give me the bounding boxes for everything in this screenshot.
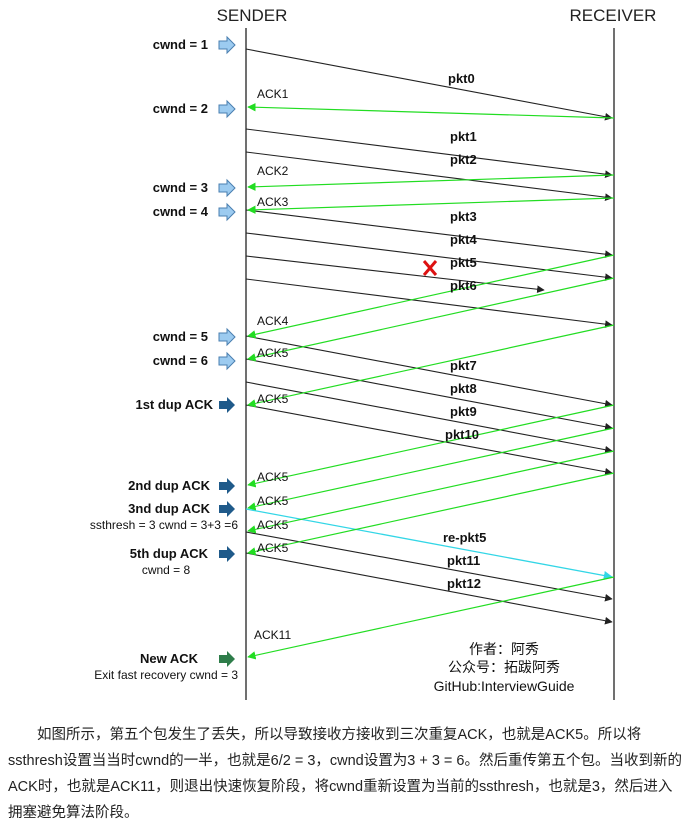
new-ack-label: New ACK <box>140 651 235 667</box>
cwnd-labels: cwnd = 1 cwnd = 2 cwnd = 3 cwnd = 4 cwnd… <box>128 35 236 667</box>
dup-ack-5-label: 5th dup ACK <box>130 546 235 562</box>
author-credit: 作者：阿秀 <box>469 641 539 657</box>
github-credit: GitHub:InterviewGuide <box>434 678 575 694</box>
pkt10-line <box>245 404 613 476</box>
block-arrow-icon <box>218 35 236 55</box>
ack5-e-line <box>247 450 615 534</box>
pkt2-line <box>245 151 613 201</box>
block-arrow-icon <box>219 651 235 667</box>
block-arrow-icon <box>218 327 236 347</box>
cwnd-2-label: cwnd = 2 <box>153 99 236 119</box>
ack5-b-label: ACK5 <box>257 392 289 406</box>
sender-header: SENDER <box>217 6 288 25</box>
ssthresh-note: ssthresh = 3 cwnd = 3+3 =6 <box>90 518 238 532</box>
dup-ack-3-label: 3nd dup ACK <box>128 501 235 517</box>
wechat-credit: 公众号：拓跋阿秀 <box>448 659 560 675</box>
ack5-c-label: ACK5 <box>257 470 289 484</box>
ack-labels: ACK1 ACK2 ACK3 ACK4 ACK5 ACK5 ACK5 ACK5 … <box>254 87 291 642</box>
explanation-caption: 如图所示，第五个包发生了丢失，所以导致接收方接收到三次重复ACK，也就是ACK5… <box>8 727 682 821</box>
ack5-c-line <box>247 404 615 488</box>
ack11-label: ACK11 <box>254 628 291 642</box>
dup-ack-2-label: 2nd dup ACK <box>128 478 235 494</box>
svg-text:3nd dup ACK: 3nd dup ACK <box>128 501 210 516</box>
ack5-d-line <box>247 427 615 511</box>
packet-lines <box>245 48 613 625</box>
ack1-line <box>247 103 615 119</box>
re-pkt5-label: re-pkt5 <box>443 530 486 545</box>
ack4-label: ACK4 <box>257 314 289 328</box>
pkt8-label: pkt8 <box>450 381 477 396</box>
cwnd-4-label: cwnd = 4 <box>153 202 236 222</box>
svg-text:cwnd = 4: cwnd = 4 <box>153 204 209 219</box>
ack3-line <box>247 197 615 214</box>
pkt3-label: pkt3 <box>450 209 477 224</box>
pkt10-label: pkt10 <box>445 427 479 442</box>
pkt8-line <box>245 358 613 431</box>
ack5-f-line <box>247 472 615 556</box>
pkt7-label: pkt7 <box>450 358 477 373</box>
exit-fast-recovery-note: Exit fast recovery cwnd = 3 <box>94 668 238 682</box>
ack5-a-label: ACK5 <box>257 346 289 360</box>
pkt1-line <box>245 128 613 178</box>
ack5-d-label: ACK5 <box>257 494 289 508</box>
block-arrow-icon <box>219 546 235 562</box>
svg-text:5th dup ACK: 5th dup ACK <box>130 546 209 561</box>
block-arrow-icon <box>219 478 235 494</box>
pkt12-line <box>245 552 613 625</box>
ack2-line <box>247 174 615 191</box>
receiver-header: RECEIVER <box>570 6 657 25</box>
lost-packet-x-icon <box>422 260 438 276</box>
svg-text:cwnd = 3: cwnd = 3 <box>153 180 208 195</box>
ack11-line <box>247 576 615 660</box>
svg-text:cwnd = 2: cwnd = 2 <box>153 101 208 116</box>
block-arrow-icon <box>218 178 236 198</box>
svg-text:2nd dup ACK: 2nd dup ACK <box>128 478 210 493</box>
pkt7-line <box>245 335 613 408</box>
block-arrow-icon <box>219 397 235 413</box>
block-arrow-icon <box>218 99 236 119</box>
pkt6-line <box>245 278 613 328</box>
ack5-b-line <box>247 324 615 408</box>
pkt0-label: pkt0 <box>448 71 475 86</box>
ack5-e-label: ACK5 <box>257 518 289 532</box>
cwnd-5-label: cwnd = 5 <box>153 327 236 347</box>
ack5-a-line <box>247 277 615 362</box>
pkt5-line <box>245 255 545 294</box>
cwnd-3-label: cwnd = 3 <box>153 178 236 198</box>
pkt9-line <box>245 381 613 454</box>
svg-text:New ACK: New ACK <box>140 651 199 666</box>
block-arrow-icon <box>218 351 236 371</box>
pkt4-line <box>245 232 613 281</box>
ack4-line <box>247 254 615 339</box>
ack3-label: ACK3 <box>257 195 289 209</box>
svg-text:cwnd = 6: cwnd = 6 <box>153 353 208 368</box>
tcp-fast-recovery-diagram: SENDER RECEIVER <box>90 6 657 700</box>
block-arrow-icon <box>218 202 236 222</box>
pkt4-label: pkt4 <box>450 232 478 247</box>
ack-lines <box>247 103 615 660</box>
cwnd-6-label: cwnd = 6 <box>153 351 236 371</box>
dup-ack-1-label: 1st dup ACK <box>135 397 235 413</box>
pkt3-line <box>245 209 613 258</box>
pkt11-line <box>245 531 613 602</box>
ack5-f-label: ACK5 <box>257 541 289 555</box>
pkt1-label: pkt1 <box>450 129 477 144</box>
re-pkt5-line <box>245 508 613 580</box>
svg-text:cwnd = 5: cwnd = 5 <box>153 329 208 344</box>
cwnd-8-note: cwnd = 8 <box>142 563 191 577</box>
pkt6-label: pkt6 <box>450 278 477 293</box>
ack2-label: ACK2 <box>257 164 289 178</box>
packet-labels: pkt0 pkt1 pkt2 pkt3 pkt4 pkt5 pkt6 pkt7 … <box>443 71 486 591</box>
ack1-label: ACK1 <box>257 87 289 101</box>
pkt12-label: pkt12 <box>447 576 481 591</box>
pkt9-label: pkt9 <box>450 404 477 419</box>
pkt0-line <box>245 48 613 121</box>
pkt5-label: pkt5 <box>450 255 477 270</box>
pkt11-label: pkt11 <box>447 553 480 568</box>
svg-text:cwnd = 1: cwnd = 1 <box>153 37 208 52</box>
block-arrow-icon <box>219 501 235 517</box>
cwnd-1-label: cwnd = 1 <box>153 35 236 55</box>
pkt2-label: pkt2 <box>450 152 477 167</box>
svg-text:1st dup ACK: 1st dup ACK <box>135 397 213 412</box>
